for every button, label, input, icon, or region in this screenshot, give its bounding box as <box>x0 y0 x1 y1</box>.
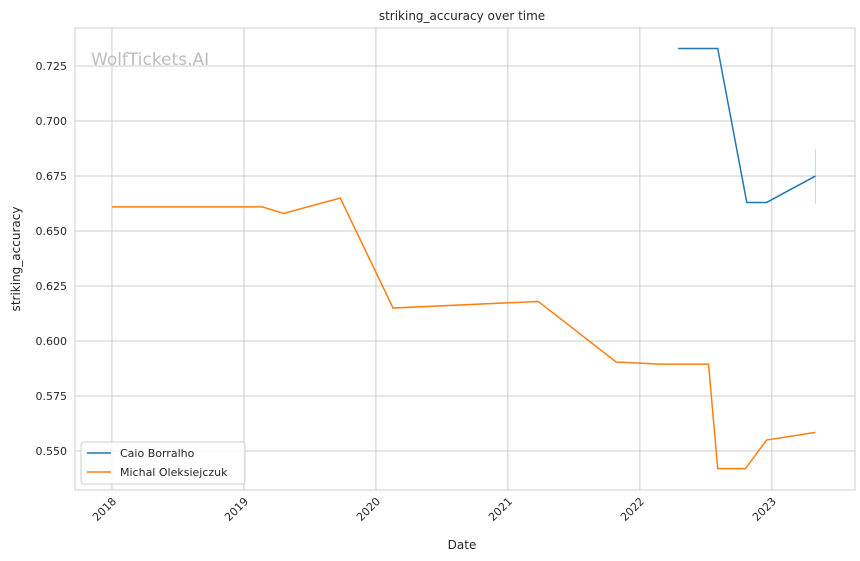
x-tick-label: 2020 <box>354 495 383 524</box>
y-tick-label: 0.575 <box>36 390 68 403</box>
legend-label-michal: Michal Oleksiejczuk <box>120 466 228 479</box>
y-tick-label: 0.675 <box>36 170 68 183</box>
watermark: WolfTickets.AI <box>91 50 209 70</box>
y-tick-label: 0.625 <box>36 280 68 293</box>
grid <box>75 28 855 490</box>
x-tick-label: 2022 <box>618 495 647 524</box>
y-tick-label: 0.700 <box>36 115 68 128</box>
y-tick-label: 0.600 <box>36 335 68 348</box>
legend-label-caio: Caio Borralho <box>120 447 195 460</box>
plot-frame <box>74 27 856 491</box>
x-axis-label: Date <box>448 538 477 552</box>
series-layer <box>111 47 816 470</box>
x-tick-label: 2019 <box>222 495 251 524</box>
series-line-caio-borralho <box>678 47 816 204</box>
legend-box <box>80 441 246 485</box>
y-tick-label: 0.550 <box>36 445 68 458</box>
legend: Caio Borralho Michal Oleksiejczuk <box>80 441 246 485</box>
chart-title: striking_accuracy over time <box>379 9 545 23</box>
x-tick-label: 2023 <box>750 495 779 524</box>
series-line-michal-oleksiejczuk <box>111 197 816 470</box>
y-tick-label: 0.650 <box>36 225 68 238</box>
x-tick-label: 2021 <box>486 495 515 524</box>
y-tick-label: 0.725 <box>36 60 68 73</box>
x-tick-label: 2018 <box>90 495 119 524</box>
y-axis-label: striking_accuracy <box>9 207 23 312</box>
